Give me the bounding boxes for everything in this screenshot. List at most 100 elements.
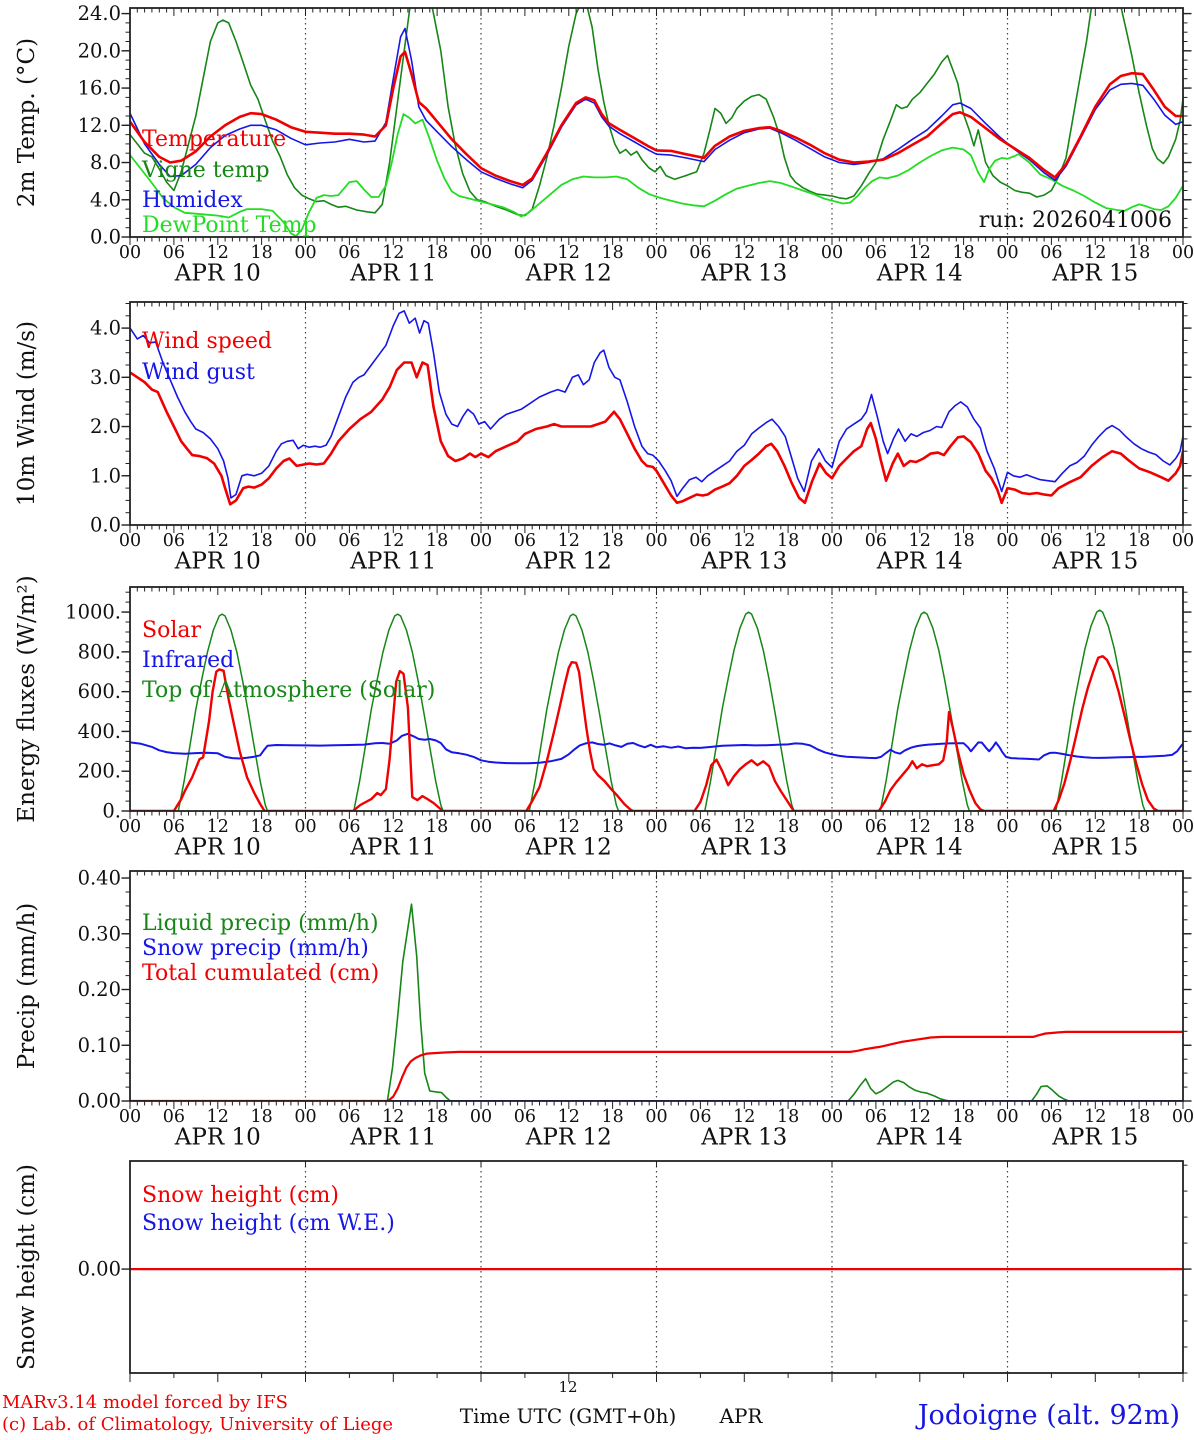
xaxis-month-label: APR bbox=[719, 1404, 763, 1428]
day-label: APR 14 bbox=[876, 549, 963, 575]
day-label: APR 13 bbox=[700, 835, 787, 861]
y-tick-label: 800. bbox=[78, 640, 121, 663]
hour-label: 00 bbox=[996, 817, 1018, 837]
hour-label: 06 bbox=[163, 1107, 185, 1127]
hour-label: 06 bbox=[865, 531, 887, 551]
hour-label: 00 bbox=[645, 243, 667, 263]
panel-flux: 0. 200. 400. 600. 800. 1000. 00 06 12 18 00 06 12 18 0… bbox=[14, 575, 1194, 860]
y-ticks bbox=[121, 12, 1192, 238]
day-label: APR 10 bbox=[174, 1125, 261, 1151]
series-solar bbox=[130, 655, 1183, 811]
day-label: APR 10 bbox=[174, 261, 261, 287]
hour-label: 00 bbox=[996, 1107, 1018, 1127]
hour-label: 12 bbox=[909, 817, 931, 837]
hour-label: 06 bbox=[1040, 243, 1062, 263]
ylabel-flux: Energy fluxes (W/m²) bbox=[14, 575, 40, 822]
y-tick-label: 200. bbox=[78, 760, 121, 783]
hour-label: 12 bbox=[909, 531, 931, 551]
hour-label: 06 bbox=[1040, 531, 1062, 551]
hour-label: 00 bbox=[119, 243, 141, 263]
day-label: APR 12 bbox=[525, 261, 612, 287]
y-tick-label: 1000. bbox=[65, 601, 121, 624]
hour-label: 18 bbox=[952, 531, 974, 551]
panel-temp: 0.0 4.0 8.0 12.0 16.0 20.0 24.0 00 06 12 18 00 06 12 1… bbox=[14, 2, 1194, 286]
hour-label: 18 bbox=[1128, 531, 1150, 551]
hour-label: 00 bbox=[119, 531, 141, 551]
hour-label: 12 bbox=[909, 243, 931, 263]
hour-label: 18 bbox=[426, 1107, 448, 1127]
panel-wind: 0.0 1.0 2.0 3.0 4.0 00 06 12 18 00 06 12 18 00 06 12 18 0… bbox=[14, 301, 1194, 575]
hour-label: 12 bbox=[207, 817, 229, 837]
y-ticks bbox=[121, 877, 1192, 1102]
hour-label: 18 bbox=[601, 243, 623, 263]
legend-temperature: Temperature bbox=[142, 127, 286, 152]
hour-label: 00 bbox=[821, 1107, 843, 1127]
hour-label: 00 bbox=[470, 817, 492, 837]
ylabel-snow: Snow height (cm) bbox=[14, 1164, 40, 1370]
y-ticks bbox=[121, 303, 1192, 526]
legend-total-cumulated-cm-: Total cumulated (cm) bbox=[142, 961, 379, 986]
day-label: APR 12 bbox=[525, 1125, 612, 1151]
y-tick-label: 0. bbox=[102, 800, 121, 823]
x-ticks bbox=[129, 8, 1184, 245]
hour-label: 18 bbox=[1128, 243, 1150, 263]
day-label: APR 11 bbox=[349, 835, 436, 861]
panel-snow: 0.00 Snow height (cm) Snow height (cm) Snow… bbox=[14, 1160, 1192, 1382]
hour-label: 00 bbox=[821, 531, 843, 551]
legend-vigne-temp: Vigne temp bbox=[141, 158, 270, 183]
hour-label: 06 bbox=[338, 243, 360, 263]
hour-label: 06 bbox=[689, 243, 711, 263]
y-ticks bbox=[121, 1164, 1192, 1374]
hour-label: 06 bbox=[865, 243, 887, 263]
hour-label: 12 bbox=[558, 531, 580, 551]
hour-label: 00 bbox=[996, 243, 1018, 263]
x-ticks bbox=[129, 1161, 1184, 1382]
credit-line-2: (c) Lab. of Climatology, University of L… bbox=[2, 1414, 394, 1435]
y-tick-label: 2.0 bbox=[90, 415, 121, 438]
legend-wind-speed: Wind speed bbox=[142, 329, 272, 354]
run-label: run: 2026041006 bbox=[978, 208, 1172, 233]
hour-label: 18 bbox=[250, 1107, 272, 1127]
y-ticks bbox=[121, 591, 1192, 812]
hour-label: 12 bbox=[558, 1107, 580, 1127]
y-tick-label: 1.0 bbox=[90, 464, 121, 487]
hour-label: 18 bbox=[952, 243, 974, 263]
axis-box bbox=[129, 7, 1184, 238]
day-label: APR 13 bbox=[700, 1125, 787, 1151]
station-label: Jodoigne (alt. 92m) bbox=[917, 1400, 1180, 1431]
hour-label: 12 bbox=[1084, 817, 1106, 837]
hour-label: 12 bbox=[382, 531, 404, 551]
hour-label: 00 bbox=[294, 531, 316, 551]
hour-label: 12 bbox=[1084, 531, 1106, 551]
y-tick-label: 0.00 bbox=[78, 1090, 121, 1113]
hour-label: 06 bbox=[514, 243, 536, 263]
day-label: APR 14 bbox=[876, 835, 963, 861]
hour-label: 00 bbox=[294, 243, 316, 263]
hour-label: 06 bbox=[689, 1107, 711, 1127]
day-label: APR 14 bbox=[876, 261, 963, 287]
hour-label: 00 bbox=[645, 817, 667, 837]
hour-label: 18 bbox=[952, 1107, 974, 1127]
hour-label: 12 bbox=[558, 243, 580, 263]
hour-label: 12 bbox=[733, 531, 755, 551]
hour-label: 00 bbox=[119, 1107, 141, 1127]
hour-label: 18 bbox=[1128, 1107, 1150, 1127]
series-temperature bbox=[130, 50, 1183, 187]
legend-snow-height-cm-: Snow height (cm) bbox=[142, 1183, 339, 1208]
day-label: APR 11 bbox=[349, 261, 436, 287]
day-label: APR 10 bbox=[174, 549, 261, 575]
hour-label: 06 bbox=[338, 1107, 360, 1127]
hour-label: 12 bbox=[207, 1107, 229, 1127]
day-label: APR 14 bbox=[876, 1125, 963, 1151]
day-label: APR 15 bbox=[1051, 549, 1138, 575]
hour-label: 06 bbox=[163, 817, 185, 837]
panel-precip: 0.00 0.10 0.20 0.30 0.40 00 06 12 18 00 06 12 18 00 06… bbox=[14, 867, 1194, 1151]
hour-label: 00 bbox=[470, 1107, 492, 1127]
hour-label: 06 bbox=[689, 531, 711, 551]
y-tick-label: 20.0 bbox=[78, 39, 121, 62]
legend-snow-precip-mm-h-: Snow precip (mm/h) bbox=[142, 936, 369, 961]
legend-snow-height-cm-w-e-: Snow height (cm W.E.) bbox=[142, 1211, 395, 1236]
hour-label: 06 bbox=[163, 531, 185, 551]
hour-label: 18 bbox=[250, 243, 272, 263]
